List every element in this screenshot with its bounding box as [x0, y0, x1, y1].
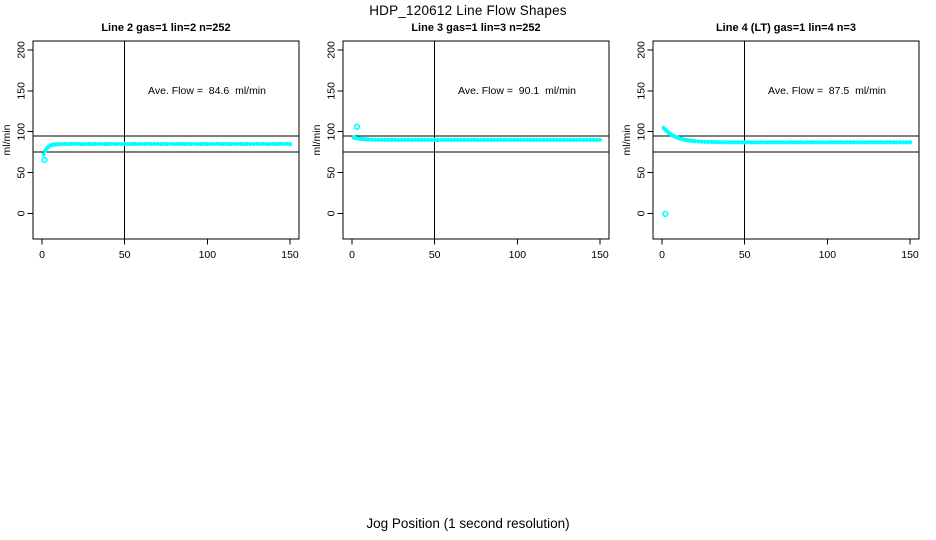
y-axis-label: ml/min — [1, 124, 13, 156]
plot-canvas-line3: 0 50 100 150 0 50 100 150 200 — [326, 40, 610, 261]
svg-text:100: 100 — [326, 123, 338, 141]
svg-text:0: 0 — [39, 249, 45, 261]
svg-text:150: 150 — [281, 249, 299, 261]
svg-text:50: 50 — [326, 167, 338, 179]
svg-text:200: 200 — [16, 41, 28, 59]
svg-text:150: 150 — [636, 82, 648, 100]
svg-text:150: 150 — [326, 82, 338, 100]
svg-text:100: 100 — [819, 249, 837, 261]
svg-text:50: 50 — [16, 167, 28, 179]
svg-text:50: 50 — [636, 167, 648, 179]
svg-text:0: 0 — [326, 210, 338, 216]
panel-line3: 0 50 100 150 0 50 100 150 200 Line 3 gas=1 lin=3… — [310, 0, 626, 275]
plot-canvas-line4: 0 50 100 150 0 50 100 150 200 — [636, 40, 920, 261]
ave-flow-annotation: Ave. Flow = 87.5 ml/min — [768, 85, 886, 97]
svg-text:50: 50 — [119, 249, 131, 261]
panel-line2: 0 50 100 150 0 50 100 150 200 Line 2 gas=1 lin=2… — [0, 0, 316, 275]
panel-line4: 0 50 100 150 0 50 100 150 200 Line 4 (LT) gas=1 … — [620, 0, 936, 275]
x-axis-label: Jog Position (1 second resolution) — [366, 516, 570, 531]
svg-text:150: 150 — [16, 82, 28, 100]
svg-text:100: 100 — [199, 249, 217, 261]
svg-text:200: 200 — [636, 41, 648, 59]
svg-text:0: 0 — [659, 249, 665, 261]
plot-canvas-line2: 0 50 100 150 0 50 100 150 200 — [16, 40, 300, 261]
svg-text:150: 150 — [901, 249, 919, 261]
y-axis-label: ml/min — [621, 124, 633, 156]
y-axis-label: ml/min — [311, 124, 323, 156]
svg-text:200: 200 — [326, 41, 338, 59]
svg-text:100: 100 — [636, 123, 648, 141]
svg-text:0: 0 — [636, 210, 648, 216]
svg-text:150: 150 — [591, 249, 609, 261]
svg-text:100: 100 — [509, 249, 527, 261]
panel-title: Line 3 gas=1 lin=3 n=252 — [411, 22, 541, 34]
figure-title: HDP_120612 Line Flow Shapes — [369, 3, 567, 18]
svg-text:50: 50 — [739, 249, 751, 261]
ave-flow-annotation: Ave. Flow = 90.1 ml/min — [458, 85, 576, 97]
ave-flow-annotation: Ave. Flow = 84.6 ml/min — [148, 85, 266, 97]
svg-text:0: 0 — [349, 249, 355, 261]
panel-title: Line 2 gas=1 lin=2 n=252 — [101, 22, 231, 34]
panel-title: Line 4 (LT) gas=1 lin=4 n=3 — [715, 22, 857, 34]
svg-text:50: 50 — [429, 249, 441, 261]
svg-text:100: 100 — [16, 123, 28, 141]
svg-text:0: 0 — [16, 210, 28, 216]
